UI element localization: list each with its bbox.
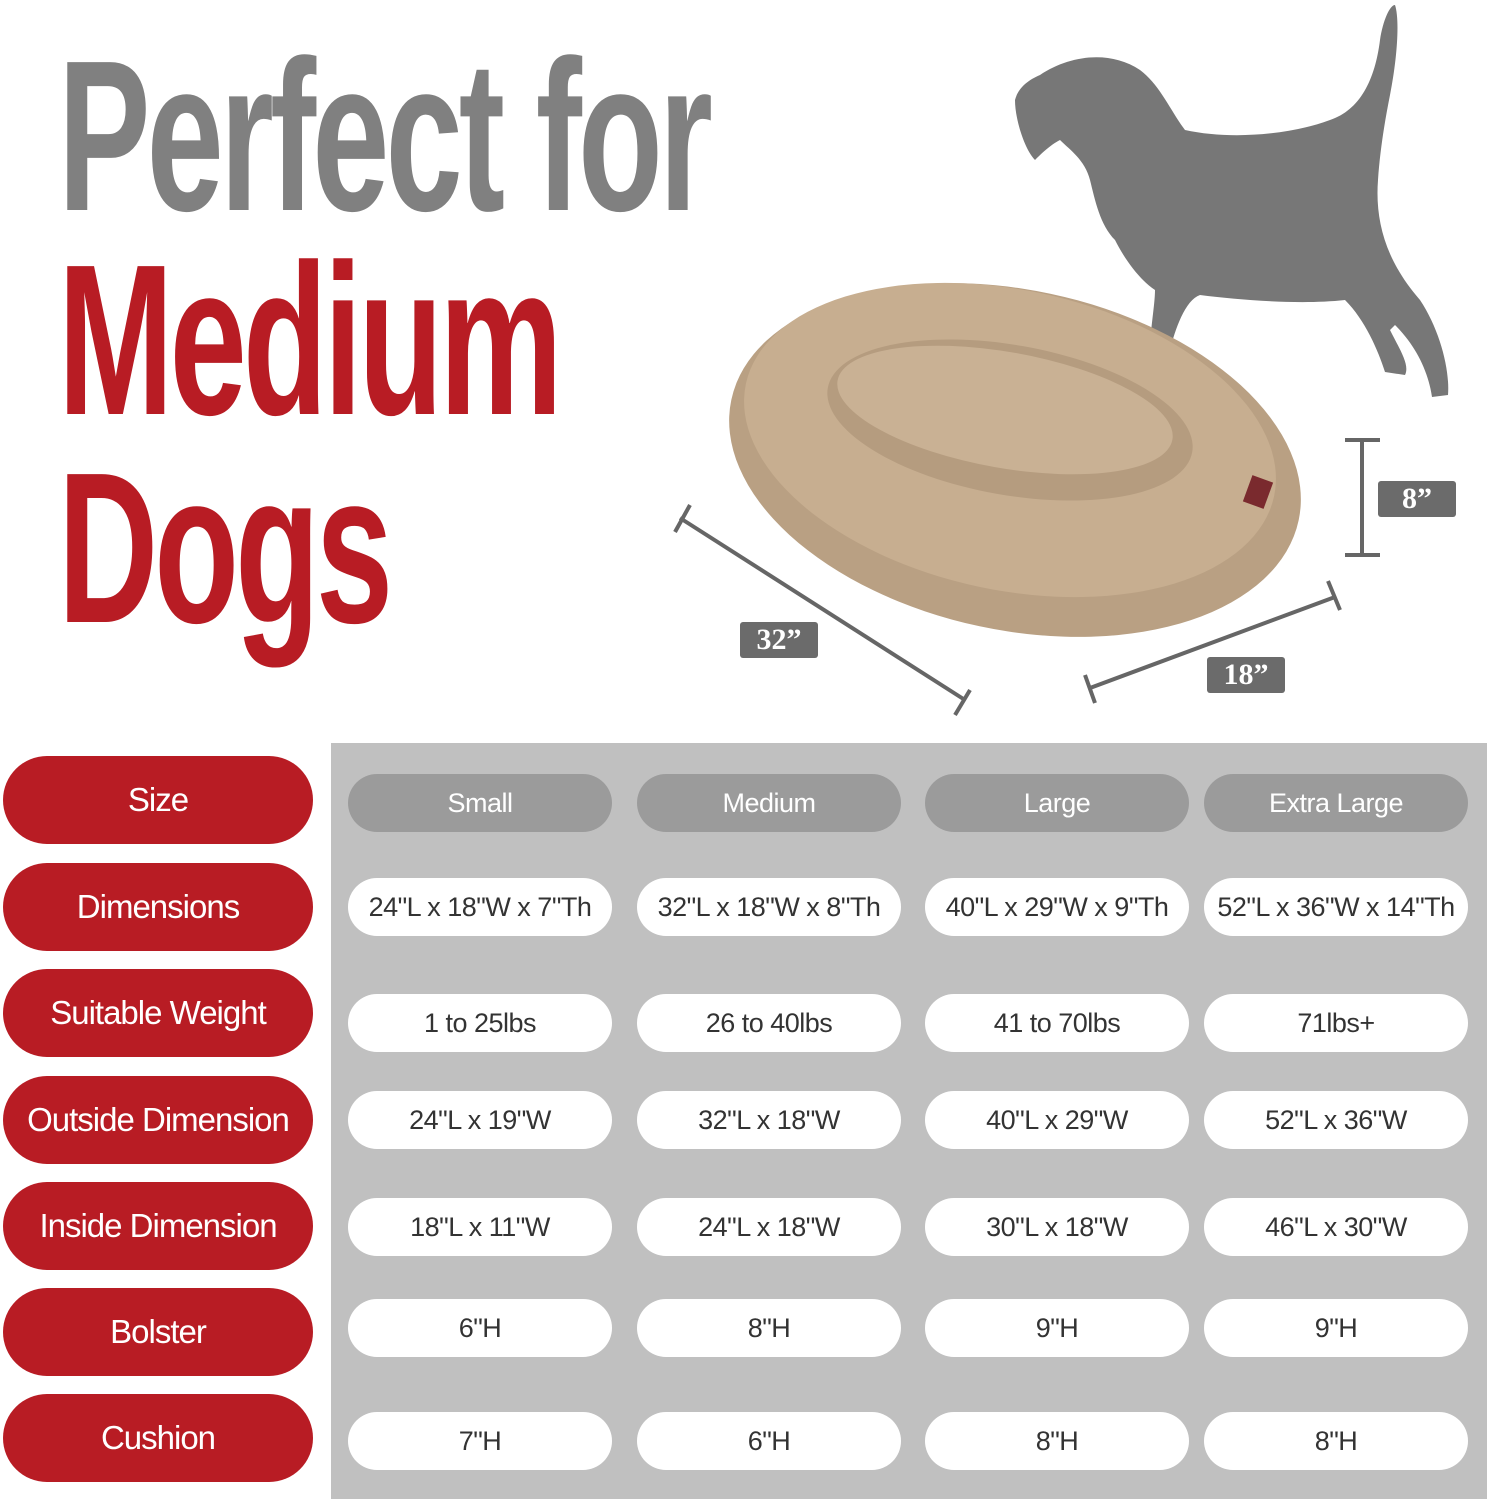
table-cell: 8"H [637,1299,901,1357]
table-cell: 7"H [348,1412,612,1470]
dog-silhouette-icon [1015,5,1449,397]
row-label: Dimensions [3,863,313,951]
table-cell: 41 to 70lbs [925,994,1189,1052]
table-cell: 8"H [925,1412,1189,1470]
table-cell: 40"L x 29"W [925,1091,1189,1149]
dog-bed-image [729,282,1301,637]
brand-tag-icon [1242,475,1274,509]
table-cell: 52"L x 36"W x 14"Th [1204,878,1468,936]
table-cell: 18"L x 11"W [348,1198,612,1256]
table-cell: 32"L x 18"W x 8"Th [637,878,901,936]
column-header: Extra Large [1204,774,1468,832]
column-header: Large [925,774,1189,832]
table-cell: 46"L x 30"W [1204,1198,1468,1256]
product-illustration [673,5,1449,717]
width-label: 18” [1207,657,1285,693]
row-label: Cushion [3,1394,313,1482]
row-label: Suitable Weight [3,969,313,1057]
table-cell: 24"L x 18"W x 7"Th [348,878,612,936]
table-cell: 52"L x 36"W [1204,1091,1468,1149]
row-label: Inside Dimension [3,1182,313,1270]
table-cell: 8"H [1204,1412,1468,1470]
table-cell: 26 to 40lbs [637,994,901,1052]
table-cell: 24"L x 19"W [348,1091,612,1149]
height-label: 8” [1378,481,1456,517]
table-cell: 32"L x 18"W [637,1091,901,1149]
column-header: Small [348,774,612,832]
table-cell: 24"L x 18"W [637,1198,901,1256]
headline-line-1: Perfect for [58,15,713,256]
table-cell: 1 to 25lbs [348,994,612,1052]
row-label: Outside Dimension [3,1076,313,1164]
table-cell: 9"H [1204,1299,1468,1357]
headline-line-2: Medium [58,219,563,460]
table-cell: 71lbs+ [1204,994,1468,1052]
column-header: Medium [637,774,901,832]
headline-line-3: Dogs [58,427,393,668]
table-cell: 40"L x 29"W x 9"Th [925,878,1189,936]
length-label: 32” [740,622,818,658]
table-cell: 9"H [925,1299,1189,1357]
row-label: Size [3,756,313,844]
dimension-lines [673,438,1380,717]
table-cell: 30"L x 18"W [925,1198,1189,1256]
row-label: Bolster [3,1288,313,1376]
table-cell: 6"H [637,1412,901,1470]
table-cell: 6"H [348,1299,612,1357]
